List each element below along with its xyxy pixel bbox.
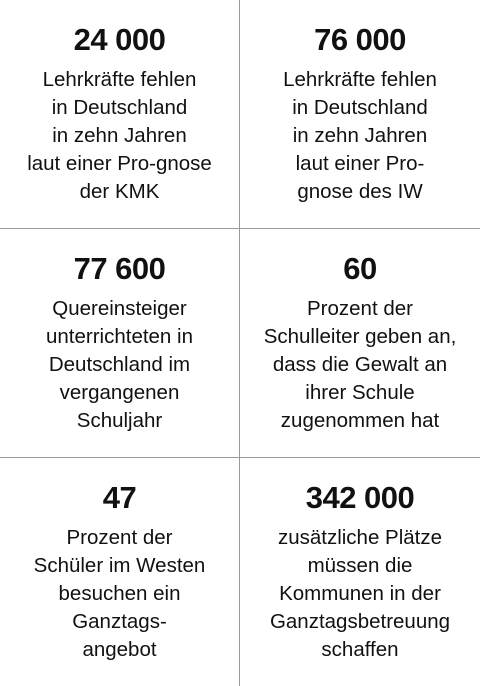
stat-label: Lehrkräfte fehlen in Deutschland in zehn… — [27, 68, 212, 203]
stat-number: 76 000 — [314, 22, 406, 57]
stat-label: Prozent der Schüler im Westen besuchen e… — [33, 526, 206, 661]
stat-cell-teacher-shortage-iw: 76 000 Lehrkräfte fehlen in Deutschland … — [240, 0, 480, 229]
stat-number: 60 — [343, 251, 377, 286]
stat-label: Prozent der Schulleiter geben an, dass d… — [263, 297, 457, 432]
stat-label: Lehrkräfte fehlen in Deutschland in zehn… — [283, 68, 437, 203]
stat-cell-career-changers: 77 600 Quereinsteiger unterrichteten in … — [0, 229, 240, 458]
stat-cell-violence: 60 Prozent der Schulleiter geben an, das… — [240, 229, 480, 458]
stat-cell-teacher-shortage-kmk: 24 000 Lehrkräfte fehlen in Deutschland … — [0, 0, 240, 229]
stat-number: 342 000 — [305, 480, 415, 515]
stat-number: 77 600 — [73, 251, 166, 286]
stat-label: Quereinsteiger unterrichteten in Deutsch… — [45, 297, 193, 432]
stat-number: 47 — [102, 480, 137, 515]
stat-cell-additional-places: 342 000 zusätzliche Plätze müssen die Ko… — [240, 458, 480, 686]
stat-label: zusätzliche Plätze müssen die Kommunen i… — [269, 526, 451, 661]
stat-cell-all-day-school: 47 Prozent der Schüler im Westen besuche… — [0, 458, 240, 686]
stat-number: 24 000 — [73, 22, 166, 57]
